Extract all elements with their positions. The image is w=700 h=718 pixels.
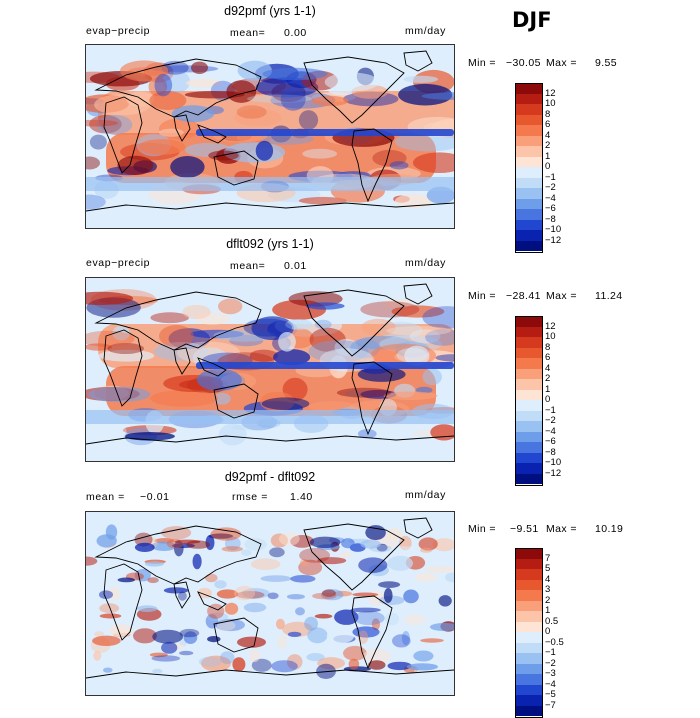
panel-1-map [85, 44, 455, 229]
colorbar-frame [515, 83, 543, 253]
colorbar-tick-label: −12 [545, 467, 562, 479]
panel-2-max-value: 11.24 [595, 290, 623, 302]
panel-2-mean-value: 0.01 [284, 260, 307, 272]
panel-1-max-value: 9.55 [595, 57, 618, 69]
panel-1-units: mm/day [405, 25, 446, 37]
colorbar-tick-label: −10 [545, 224, 562, 235]
panel-3-units: mm/day [405, 489, 446, 501]
colorbar-tick-label: 8 [545, 108, 551, 120]
colorbar-tick-label: −1 [545, 404, 556, 416]
colorbar-tick-label: −5 [545, 689, 556, 700]
panel-3-rmse-label: rmse = [232, 491, 268, 503]
colorbar-tick-label: −10 [545, 457, 562, 468]
coastlines [86, 517, 454, 679]
colorbar-tick-label: −0.5 [545, 636, 564, 648]
panel-2-variable: evap−precip [86, 257, 151, 269]
colorbar-tick-label: 0 [545, 626, 551, 637]
panel-2-mean-label: mean= [230, 260, 266, 272]
colorbar-tick-label: −6 [545, 436, 556, 447]
colorbar-tick-label: 6 [545, 352, 551, 363]
panel-1-variable: evap−precip [86, 25, 151, 37]
panel-1-max-label: Max = [546, 57, 577, 69]
colorbar-tick-label: −6 [545, 203, 556, 214]
colorbar-tick-label: 2 [545, 140, 551, 151]
map-field-blobs [86, 524, 454, 679]
colorbar-tick-label: −1 [545, 171, 556, 183]
colorbar-tick-label: 1 [545, 383, 551, 395]
colorbar-tick-label: 1 [545, 150, 551, 162]
colorbar-tick-label: 8 [545, 341, 551, 353]
colorbar-tick-label: 4 [545, 362, 551, 374]
colorbar-frame [515, 548, 543, 718]
coastlines [86, 283, 454, 445]
panel-3-mean-label: mean = [86, 491, 125, 503]
map-field-blobs [86, 289, 454, 446]
colorbar-tick-label: −7 [545, 699, 556, 711]
panel-3-rmse-value: 1.40 [290, 491, 313, 503]
panel-2-map [85, 277, 455, 462]
panel-1-mean-value: 0.00 [284, 27, 307, 39]
map-field [86, 45, 454, 228]
colorbar-tick-label: 12 [545, 320, 556, 332]
panel-2-max-label: Max = [546, 290, 577, 302]
colorbar-tick-label: −4 [545, 192, 556, 204]
panel-3-title: d92pmf - dflt092 [224, 470, 316, 484]
panel-3-min-label: Min = [468, 523, 496, 535]
panel-3-map [85, 511, 455, 696]
panel-2-title: dflt092 (yrs 1-1) [226, 237, 314, 251]
colorbar-tick-label: 10 [545, 331, 556, 342]
colorbar-tick-label: 0 [545, 161, 551, 172]
colorbar-tick-label: 7 [545, 552, 551, 564]
panel-3-mean-value: −0.01 [140, 491, 170, 503]
colorbar-tick-label: 5 [545, 563, 551, 574]
colorbar-tick-label: 4 [545, 573, 551, 585]
panel-3-max-value: 10.19 [595, 523, 624, 535]
coastlines [86, 50, 454, 212]
colorbar-tick-label: 12 [545, 87, 556, 99]
colorbar-tick-label: −2 [545, 182, 556, 193]
colorbar-tick-label: 2 [545, 594, 551, 606]
season-label: DJF [512, 8, 552, 32]
panel-3-max-label: Max = [546, 523, 577, 535]
colorbar-tick-label: −8 [545, 446, 556, 458]
colorbar-tick-label: 10 [545, 98, 556, 109]
colorbar-tick-label: 0.5 [545, 615, 559, 627]
panel-2-min-label: Min = [468, 290, 496, 302]
colorbar-tick-label: −2 [545, 657, 556, 669]
colorbar-tick-label: 6 [545, 119, 551, 130]
colorbar-tick-label: −1 [545, 647, 556, 658]
colorbar-tick-label: 0 [545, 394, 551, 405]
colorbar-tick-label: −2 [545, 415, 556, 426]
colorbar-tick-label: 3 [545, 584, 551, 595]
colorbar-tick-label: 2 [545, 373, 551, 384]
panel-3-min-value: −9.51 [510, 523, 539, 535]
panel-1-mean-label: mean= [230, 27, 266, 39]
colorbar-tick-label: −12 [545, 234, 562, 246]
panel-2-min-value: −28.41 [506, 290, 541, 302]
panel-1-min-label: Min = [468, 57, 496, 69]
colorbar-tick-label: 4 [545, 129, 551, 141]
colorbar-tick-label: −4 [545, 425, 556, 437]
panel-2-units: mm/day [405, 257, 446, 269]
map-field [86, 278, 454, 461]
panel-1-min-value: −30.05 [506, 57, 541, 69]
map-field-blobs [86, 60, 454, 210]
colorbar-tick-label: −3 [545, 668, 556, 679]
colorbar-tick-label: 1 [545, 605, 551, 616]
colorbar-frame [515, 316, 543, 486]
colorbar-tick-label: −4 [545, 678, 556, 690]
colorbar-tick-label: −8 [545, 213, 556, 225]
panel-1-title: d92pmf (yrs 1-1) [224, 4, 316, 18]
map-field [86, 512, 454, 695]
